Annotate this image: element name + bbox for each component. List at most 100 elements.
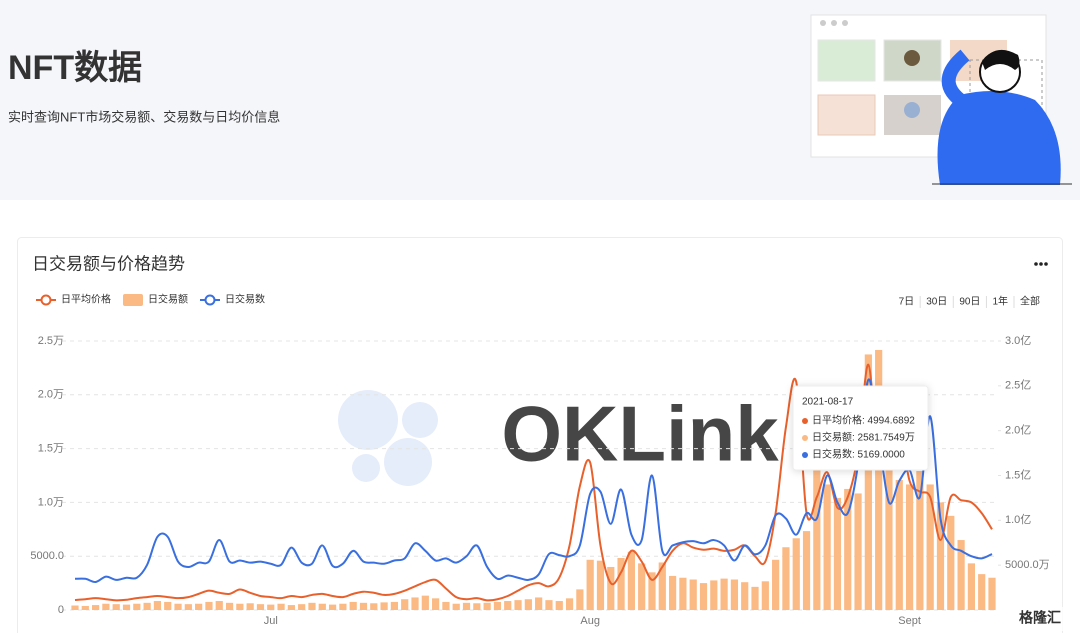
bar <box>772 559 780 610</box>
bar <box>122 604 131 610</box>
chart-title: 日交易额与价格趋势 <box>32 254 185 273</box>
bar <box>957 540 965 610</box>
bar <box>236 603 244 610</box>
bar <box>761 581 769 610</box>
bar <box>710 580 718 610</box>
bar <box>802 531 811 610</box>
bar <box>267 604 275 610</box>
bar <box>504 601 512 610</box>
range-button[interactable]: 7日 <box>899 297 915 308</box>
bar <box>184 604 192 610</box>
bar <box>133 603 141 610</box>
bar <box>359 602 368 610</box>
bar <box>432 598 440 610</box>
legend-label[interactable]: 日平均价格 <box>61 293 111 306</box>
bar <box>298 604 306 610</box>
y-tick-label: 2.5万 <box>38 335 64 347</box>
bar <box>617 557 625 610</box>
y-tick-label: 1.5万 <box>38 443 64 455</box>
y2-tick-label: 1.5亿 <box>1005 468 1031 481</box>
bar <box>452 603 460 610</box>
bar <box>844 488 852 610</box>
bar <box>885 466 893 610</box>
bar <box>875 349 883 610</box>
bar <box>493 601 502 610</box>
bar <box>596 560 605 610</box>
bar <box>988 577 996 610</box>
more-menu[interactable] <box>1034 262 1048 266</box>
x-tick-label: Aug <box>580 615 600 627</box>
legend-icon <box>40 294 52 306</box>
bar <box>823 484 831 610</box>
y-tick-label: 1.0万 <box>38 496 64 508</box>
bar <box>782 547 790 610</box>
bar <box>545 600 553 610</box>
bar <box>308 602 316 610</box>
bar <box>741 582 749 610</box>
bar <box>195 603 203 610</box>
bar <box>421 595 429 610</box>
bar <box>328 604 337 610</box>
y2-tick-label: 1.0亿 <box>1005 513 1031 526</box>
bar <box>524 599 532 610</box>
bar <box>576 589 584 610</box>
legend-icon <box>204 294 216 306</box>
bar <box>648 572 656 610</box>
bar <box>246 603 254 610</box>
bar <box>112 604 120 610</box>
legend-label[interactable]: 日交易数 <box>225 293 265 306</box>
y2-tick-label: 3.0亿 <box>1005 334 1031 347</box>
range-button[interactable]: 全部 <box>1020 295 1040 308</box>
range-button[interactable]: 1年 <box>992 295 1008 308</box>
bar <box>967 563 975 610</box>
bar <box>720 578 728 610</box>
bar <box>380 602 388 610</box>
bar <box>143 602 151 610</box>
bar <box>370 603 378 610</box>
bar <box>555 601 563 610</box>
corner-watermark: 格隆汇 <box>1004 607 1078 631</box>
bar <box>627 551 635 610</box>
bar <box>215 601 223 610</box>
bar <box>916 471 924 610</box>
bar <box>225 602 234 610</box>
range-button[interactable]: 90日 <box>959 297 980 308</box>
range-button[interactable]: 30日 <box>926 297 947 308</box>
y-tick-label: 0 <box>58 604 64 616</box>
bar <box>205 601 213 610</box>
watermark-logo <box>338 390 438 486</box>
bar <box>81 605 89 610</box>
y-tick-label: 2.0万 <box>38 389 64 401</box>
bar <box>813 466 821 610</box>
bar <box>905 484 914 610</box>
bar <box>287 605 295 610</box>
tooltip-line: 日交易数: 5169.0000 <box>812 448 905 461</box>
page-subtitle: 实时查询NFT市场交易额、交易数与日均价信息 <box>8 109 280 124</box>
bar <box>730 579 739 610</box>
tooltip-line: 日平均价格: 4994.6892 <box>812 414 915 427</box>
watermark: OKLink <box>501 390 779 478</box>
bar <box>978 574 986 610</box>
y-tick-label: 5000.0 <box>30 550 64 562</box>
tooltip: 2021-08-17 日平均价格: 4994.6892 日交易额: 2581.7… <box>792 385 929 471</box>
bar <box>102 603 110 610</box>
bar <box>699 583 708 610</box>
bar <box>256 604 265 610</box>
bar <box>473 603 481 610</box>
chart-card <box>17 237 1063 633</box>
bar <box>751 586 759 610</box>
y2-tick-label: 2.5亿 <box>1005 379 1031 392</box>
bar <box>936 502 945 610</box>
y2-tick-label: 5000.0万 <box>1005 559 1050 571</box>
bar <box>833 497 842 610</box>
bar <box>689 579 697 610</box>
bar <box>401 599 409 610</box>
page-title: NFT数据 <box>8 49 142 87</box>
bar <box>926 484 934 610</box>
illustration <box>810 14 1072 185</box>
legend-label[interactable]: 日交易额 <box>148 293 188 306</box>
tooltip-title: 2021-08-17 <box>802 397 854 408</box>
bar <box>483 602 491 610</box>
legend-icon <box>123 294 143 306</box>
